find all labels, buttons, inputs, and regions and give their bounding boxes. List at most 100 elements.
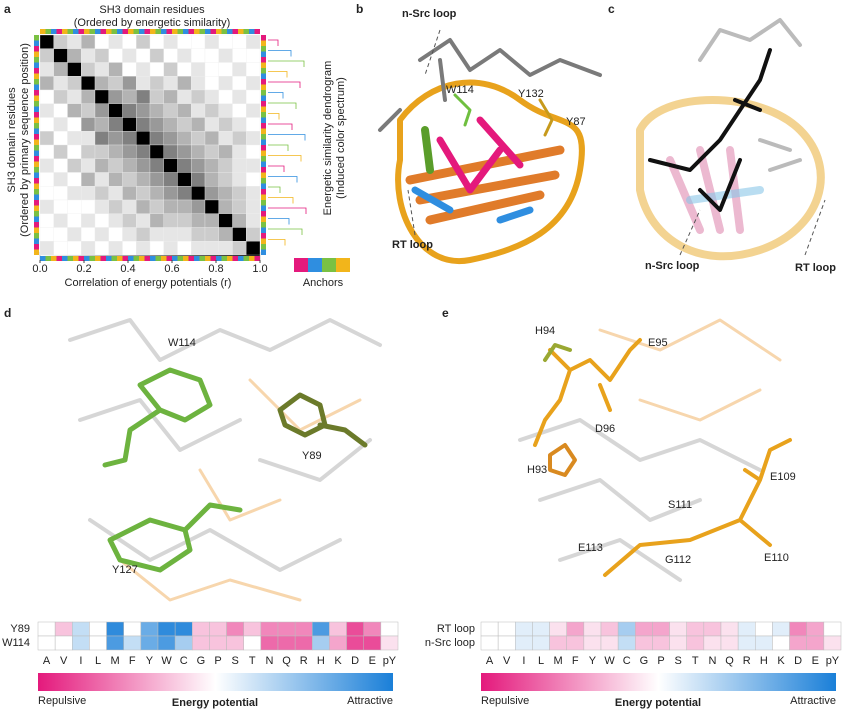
dendrogram-branch [268, 155, 302, 162]
heat-cell [532, 621, 550, 637]
heat-cell [329, 635, 347, 651]
annotation: W114 [168, 337, 196, 349]
matrix-cell [163, 117, 178, 132]
matrix-cell [81, 186, 96, 201]
matrix-cell [94, 241, 109, 256]
colorbar-tick-label: 0.4 [120, 263, 135, 275]
residue-strip [73, 29, 79, 34]
residue-strip [34, 167, 39, 173]
matrix-cell [163, 103, 178, 118]
annotation: H93 [527, 464, 547, 476]
heat-cell [583, 621, 602, 637]
protein-structure [68, 318, 382, 602]
column-label: W [161, 655, 172, 667]
heat-cell [669, 621, 687, 637]
heat-cell [89, 621, 107, 637]
residue-strip [261, 167, 266, 173]
panel-label: a [4, 2, 11, 16]
matrix-cell [232, 34, 247, 49]
matrix-cell [81, 34, 96, 49]
residue-strip [95, 29, 101, 34]
residue-strip [128, 256, 134, 261]
heat-cell [755, 621, 773, 637]
residue-strip [51, 29, 57, 34]
colorbar-tick-label: 0.8 [208, 263, 223, 275]
residue-strip [249, 29, 255, 34]
matrix-cell [204, 131, 219, 146]
matrix-cell [94, 34, 109, 49]
heat-cell [294, 621, 313, 637]
matrix-cell [246, 131, 261, 146]
matrix-cell [232, 89, 247, 104]
residue-strip [111, 256, 117, 261]
annotation: H94 [535, 325, 555, 337]
matrix-cell [177, 227, 192, 242]
matrix-cell [108, 34, 123, 49]
matrix-cell [136, 241, 151, 256]
residue-strip [199, 29, 205, 34]
residue-strip [194, 29, 200, 34]
matrix-cell [67, 131, 82, 146]
residue-strip [227, 256, 233, 261]
heat-cell [192, 635, 210, 651]
residue-strip [261, 200, 266, 206]
matrix-cell [122, 199, 137, 214]
matrix-cell [122, 144, 137, 159]
matrix-cell [204, 89, 219, 104]
residue-strip [177, 29, 183, 34]
heat-cell [669, 635, 687, 651]
matrix-cell [204, 186, 219, 201]
matrix-cell [94, 213, 109, 228]
matrix-cell [149, 76, 164, 91]
anchor-swatch [322, 258, 336, 272]
residue-strip [249, 256, 255, 261]
row-label: Y89 [10, 623, 30, 635]
matrix-cell [163, 62, 178, 77]
heat-cell [772, 635, 790, 651]
matrix-cell [163, 34, 178, 49]
colorbar [38, 673, 393, 691]
residue-strip [67, 29, 73, 34]
residue-strip [34, 145, 39, 151]
matrix-cell [122, 213, 137, 228]
residue-strip [261, 178, 266, 184]
residue-strip [261, 95, 266, 101]
matrix-cell [53, 62, 68, 77]
residue-strip [34, 40, 39, 46]
heat-cell [652, 621, 670, 637]
matrix-cell [94, 89, 109, 104]
matrix-cell [108, 62, 123, 77]
heat-cell [515, 635, 533, 651]
annotation: Y87 [566, 116, 586, 128]
heat-cell [123, 635, 142, 651]
residue-strip [261, 68, 266, 74]
matrix-cell [39, 227, 54, 242]
matrix-cell [122, 76, 137, 91]
matrix-cell [218, 117, 233, 132]
matrix-cell [94, 131, 109, 146]
matrix-cell [94, 186, 109, 201]
matrix-cell [232, 103, 247, 118]
matrix-cell [149, 89, 164, 104]
column-label: A [43, 655, 51, 667]
matrix-cell [149, 172, 164, 187]
column-label: M [111, 655, 120, 667]
heat-cell [549, 621, 567, 637]
matrix-cell [218, 144, 233, 159]
residue-strip [40, 29, 46, 34]
dendrogram-branch [268, 134, 306, 141]
matrix-cell [218, 48, 233, 63]
annotation: E109 [770, 471, 796, 483]
matrix-cell [191, 62, 206, 77]
matrix-cell [108, 172, 123, 187]
matrix-cell [39, 34, 54, 49]
heat-cell [823, 635, 842, 651]
heat-cell [312, 621, 330, 637]
matrix-cell [94, 117, 109, 132]
matrix-cell [108, 227, 123, 242]
heat-cell [54, 635, 73, 651]
column-label: D [794, 655, 802, 667]
annotation: RT loop [392, 239, 433, 251]
matrix-cell [191, 213, 206, 228]
